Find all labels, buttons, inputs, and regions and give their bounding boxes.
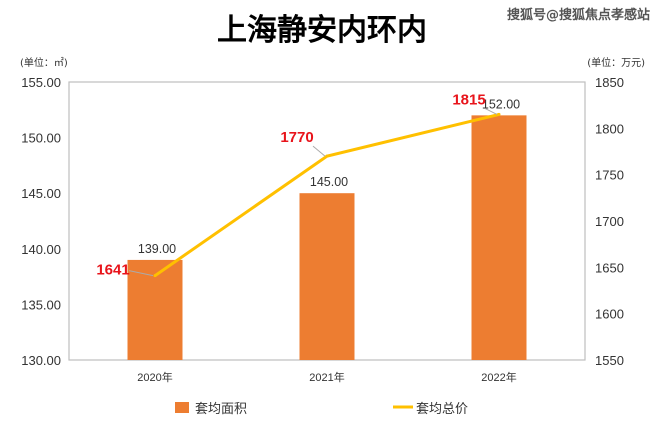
right-tick-label: 1850 [595,75,624,90]
bar [471,115,527,360]
right-tick-label: 1600 [595,307,624,322]
category-label: 2021年 [309,370,344,384]
right-tick-label: 1550 [595,353,624,368]
left-axis-unit: (单位：㎡) [20,56,68,69]
line-data-label: 1770 [280,129,313,146]
watermark: 搜狐号@搜狐焦点孝感站 [507,7,650,23]
left-tick-label: 155.00 [21,75,61,90]
right-tick-label: 1800 [595,121,624,136]
line-point [325,154,329,158]
left-tick-label: 145.00 [21,186,61,201]
legend-label-bar: 套均面积 [195,401,247,417]
bar-data-label: 152.00 [482,97,520,111]
legend-label-line: 套均总价 [416,401,468,417]
line-data-label: 1641 [96,262,129,279]
legend-swatch-bar [175,402,189,413]
bar [299,193,355,360]
left-tick-label: 140.00 [21,242,61,257]
leader-line [312,145,326,157]
right-tick-label: 1700 [595,214,624,229]
left-tick-label: 130.00 [21,353,61,368]
left-tick-label: 135.00 [21,297,61,312]
legend: 套均面积 套均总价 [175,401,468,417]
category-label: 2020年 [137,370,172,384]
right-tick-label: 1750 [595,168,624,183]
left-tick-label: 150.00 [21,131,61,146]
line-data-label: 1815 [452,91,485,108]
right-tick-label: 1650 [595,260,624,275]
bar-data-label: 145.00 [310,175,348,189]
right-axis-unit: (单位：万元) [587,56,645,69]
category-label: 2022年 [481,370,516,384]
chart-title: 上海静安内环内 [217,13,427,48]
line-point [497,112,501,116]
line-point [153,274,157,278]
leader-line [484,107,498,115]
bar-data-label: 139.00 [138,242,176,256]
leader-line [128,270,154,277]
